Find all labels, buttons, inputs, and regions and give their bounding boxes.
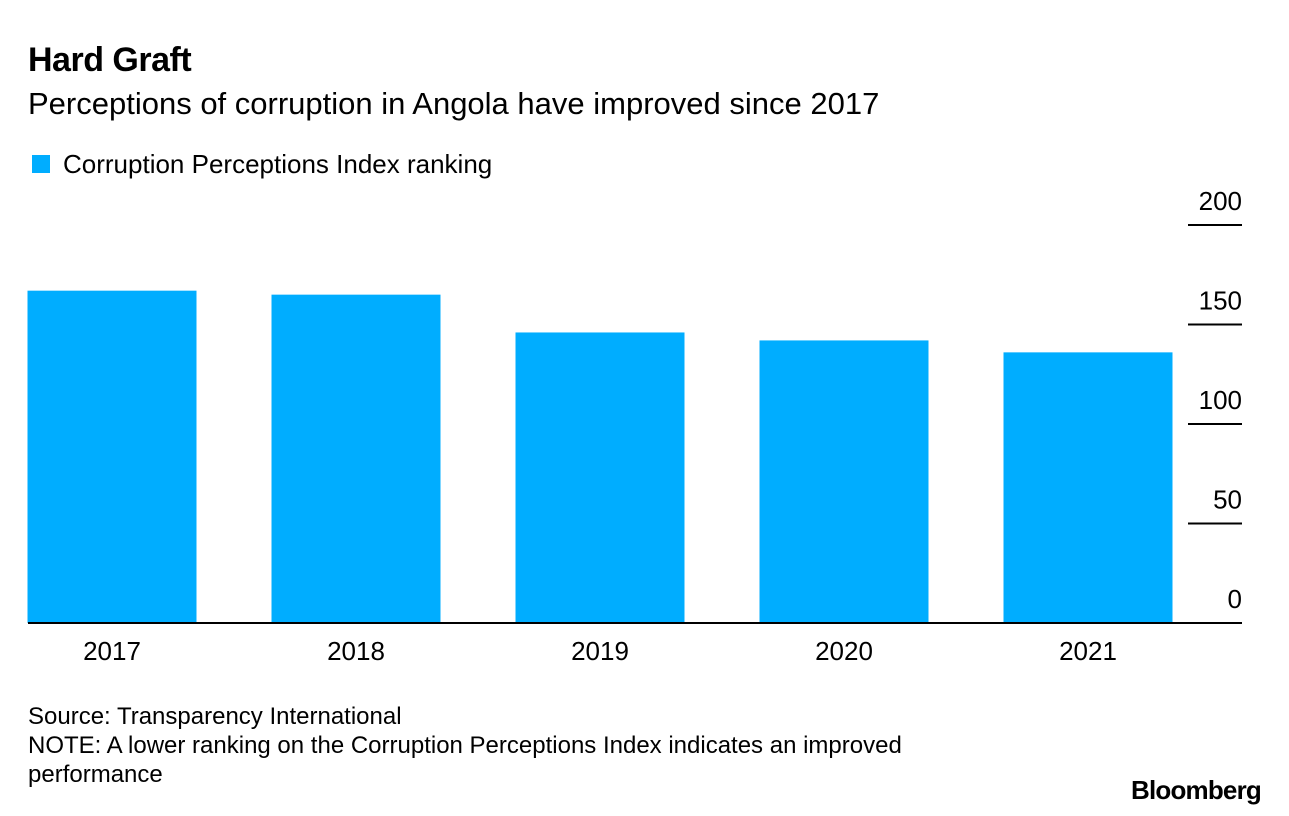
y-tick-label: 200: [1199, 186, 1242, 216]
bloomberg-logo: Bloomberg: [1130, 775, 1262, 805]
y-tick-label: 0: [1228, 584, 1242, 614]
y-tick-label: 50: [1213, 485, 1242, 515]
chart-legend: Corruption Perceptions Index ranking: [32, 146, 492, 182]
y-tick-label: 150: [1199, 286, 1242, 316]
legend-swatch: [32, 155, 50, 173]
y-axis: 0 50 100 150 200: [1188, 186, 1242, 614]
x-tick-label: 2021: [1059, 636, 1117, 666]
bar-series: [27, 290, 1173, 623]
chart-footer: Source: Transparency International NOTE:…: [28, 702, 1028, 789]
bar-chart: 0 50 100 150 200 2017 2018 2019 2020 2021: [27, 186, 1242, 666]
legend-label: Corruption Perceptions Index ranking: [63, 149, 493, 179]
x-tick-label: 2019: [571, 636, 629, 666]
chart-title: Hard Graft: [28, 41, 192, 79]
bar-2017: [27, 290, 197, 623]
bar-2018: [271, 294, 441, 623]
x-tick-label: 2017: [83, 636, 141, 666]
chart-subtitle: Perceptions of corruption in Angola have…: [28, 86, 880, 121]
x-tick-label: 2018: [327, 636, 385, 666]
x-axis: 2017 2018 2019 2020 2021: [83, 636, 1117, 666]
bar-2021: [1003, 352, 1173, 623]
note-text: NOTE: A lower ranking on the Corruption …: [28, 732, 902, 788]
y-tick-label: 100: [1199, 385, 1242, 415]
bar-2020: [759, 340, 929, 623]
source-text: Source: Transparency International: [28, 703, 402, 730]
x-tick-label: 2020: [815, 636, 873, 666]
bar-2019: [515, 332, 685, 623]
